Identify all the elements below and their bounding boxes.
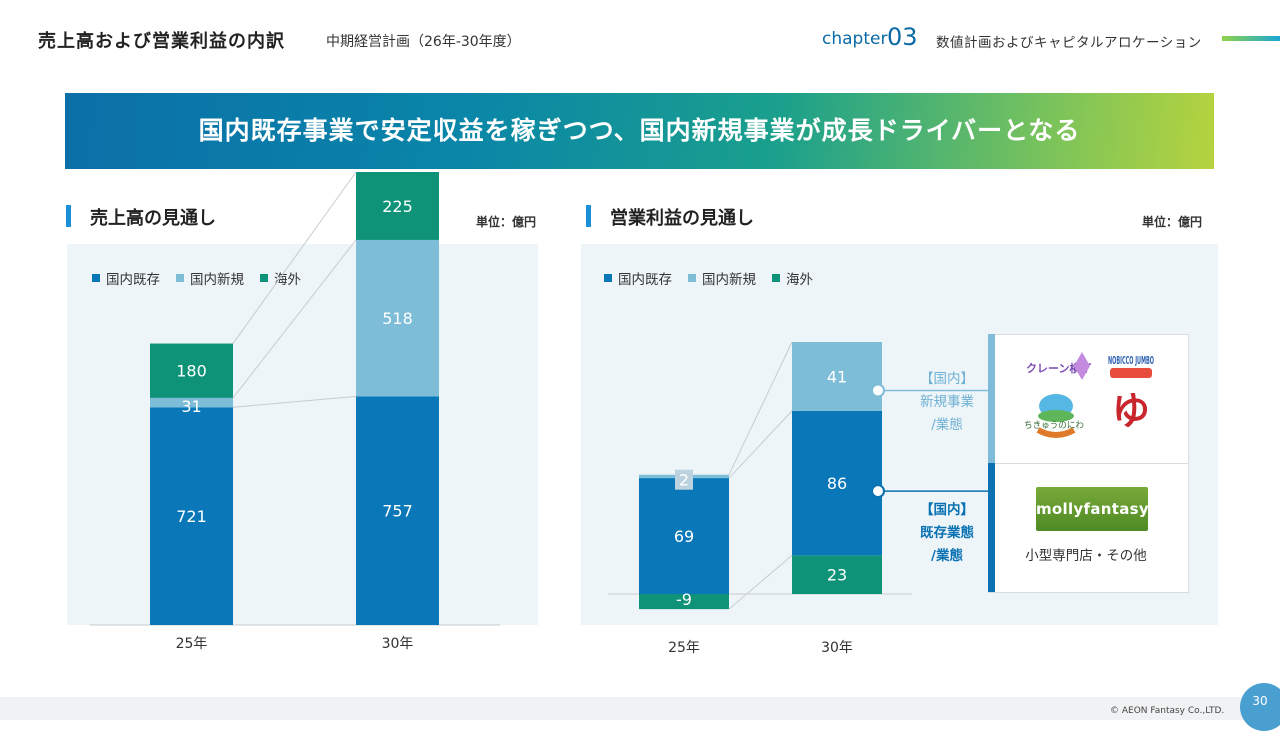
bar-segment — [150, 343, 233, 398]
data-label: 41 — [827, 367, 847, 386]
sales-unit: 単位：億円 — [476, 215, 537, 229]
sales-panel-title: 売上高の見通し — [90, 208, 216, 229]
bar-segment — [792, 342, 882, 411]
legend-label: 国内既存 — [106, 272, 160, 288]
new-business-card — [988, 334, 1189, 464]
legend-swatch — [176, 274, 184, 282]
data-label: 86 — [827, 474, 847, 493]
legend-swatch — [604, 274, 612, 282]
headline-text: 国内既存事業で安定収益を稼ぎつつ、国内新規事業が成長ドライバーとなる — [198, 116, 1081, 145]
connector-line — [232, 395, 357, 408]
legend-label: 国内新規 — [702, 272, 756, 288]
data-label: 180 — [176, 362, 207, 381]
data-label: 23 — [827, 566, 847, 585]
legend-label: 国内新規 — [190, 272, 244, 288]
small-shop-label: 小型専門店・その他 — [1025, 548, 1147, 564]
bar-segment — [639, 594, 729, 610]
x-tick-label: 30年 — [821, 640, 853, 656]
x-tick-label: 25年 — [176, 636, 208, 652]
data-label: 69 — [674, 527, 694, 546]
page-number: 30 — [1252, 694, 1268, 708]
legend-item: 国内新規 — [176, 268, 244, 288]
bar-segment — [356, 239, 439, 397]
sales-title-mark — [66, 205, 71, 227]
legend-label: 国内既存 — [618, 272, 672, 288]
connector-line — [728, 554, 793, 610]
new-tag-line1: 【国内】 — [920, 371, 974, 387]
data-label: 721 — [176, 507, 207, 526]
bar-segment — [356, 172, 439, 240]
data-label: 225 — [382, 197, 413, 216]
data-label: 757 — [382, 502, 413, 521]
legend-swatch — [688, 274, 696, 282]
connector-line — [232, 239, 357, 399]
profit-legend: 国内既存 国内新規 海外 — [604, 268, 829, 288]
headline-banner: 国内既存事業で安定収益を稼ぎつつ、国内新規事業が成長ドライバーとなる — [65, 93, 1214, 169]
legend-label: 海外 — [274, 272, 301, 288]
header-accent-bar — [1222, 36, 1280, 41]
page-title: 売上高および営業利益の内訳 — [38, 31, 285, 52]
legend-item: 海外 — [772, 268, 813, 288]
existing-tag-line2: 既存業態 — [920, 525, 974, 541]
legend-label: 海外 — [786, 272, 813, 288]
x-tick-label: 25年 — [668, 640, 700, 656]
legend-item: 海外 — [260, 268, 301, 288]
bar-segment — [792, 555, 882, 594]
connector-line — [728, 341, 793, 475]
sales-legend: 国内既存 国内新規 海外 — [92, 268, 317, 288]
existing-tag-line1: 【国内】 — [920, 502, 974, 518]
chapter-number: 03 — [887, 23, 918, 51]
profit-panel-title: 営業利益の見通し — [610, 208, 754, 229]
copyright: © AEON Fantasy Co.,LTD. — [1110, 706, 1225, 716]
new-business-bar — [988, 334, 995, 464]
legend-swatch — [260, 274, 268, 282]
data-label: 518 — [382, 309, 413, 328]
bar-segment — [150, 407, 233, 625]
bar-segment — [639, 478, 729, 594]
new-tag-line2: 新規事業 — [920, 394, 974, 410]
new-business-logos: クレーン横丁 NOBICCO JUMBO ちきゅうのにわ ゆ — [1024, 352, 1154, 438]
data-label: -9 — [676, 590, 692, 609]
chapter-label: chapter — [822, 29, 888, 49]
section-title: 数値計画およびキャピタルアロケーション — [936, 35, 1202, 51]
existing-business-bar — [988, 463, 995, 592]
data-label: 2 — [679, 471, 689, 490]
bar-segment — [356, 396, 439, 625]
existing-tag-line3: /業態 — [931, 548, 963, 564]
existing-business-tag: 【国内】 既存業態 /業態 — [908, 499, 986, 568]
legend-swatch — [772, 274, 780, 282]
existing-callout-dot — [871, 484, 885, 499]
bar-segment — [150, 397, 233, 408]
x-tick-label: 30年 — [382, 636, 414, 652]
connector-line — [232, 171, 357, 344]
legend-swatch — [92, 274, 100, 282]
chikyu-no-niwa-logo: ちきゅうのにわ — [1024, 394, 1084, 438]
legend-item: 国内新規 — [688, 268, 756, 288]
yu-logo: ゆ — [1112, 389, 1150, 433]
mollyfantasy-logo: mollyfantasy — [1036, 487, 1149, 531]
profit-unit: 単位：億円 — [1142, 215, 1203, 229]
logo-yu-text: ゆ — [1112, 389, 1150, 433]
small-value-box — [675, 469, 693, 490]
page-subtitle: 中期経営計画（26年-30年度） — [326, 34, 521, 50]
connector-line — [728, 410, 793, 479]
crane-yokocho-logo: クレーン横丁 — [1024, 352, 1091, 380]
profit-title-mark — [586, 205, 591, 227]
logo-chikyu-text: ちきゅうのにわ — [1024, 420, 1084, 431]
new-callout-dot — [871, 383, 885, 398]
legend-item: 国内既存 — [92, 268, 160, 288]
new-tag-line3: /業態 — [931, 417, 963, 433]
legend-item: 国内既存 — [604, 268, 672, 288]
new-business-tag: 【国内】 新規事業 /業態 — [908, 368, 986, 437]
data-label: 31 — [181, 397, 201, 416]
footer-band — [0, 697, 1280, 720]
logo-nobicco-text: NOBICCO JUMBO — [1108, 354, 1154, 367]
sales-panel — [67, 244, 538, 625]
bar-segment — [792, 410, 882, 556]
nobicco-logo: NOBICCO JUMBO — [1108, 354, 1154, 378]
